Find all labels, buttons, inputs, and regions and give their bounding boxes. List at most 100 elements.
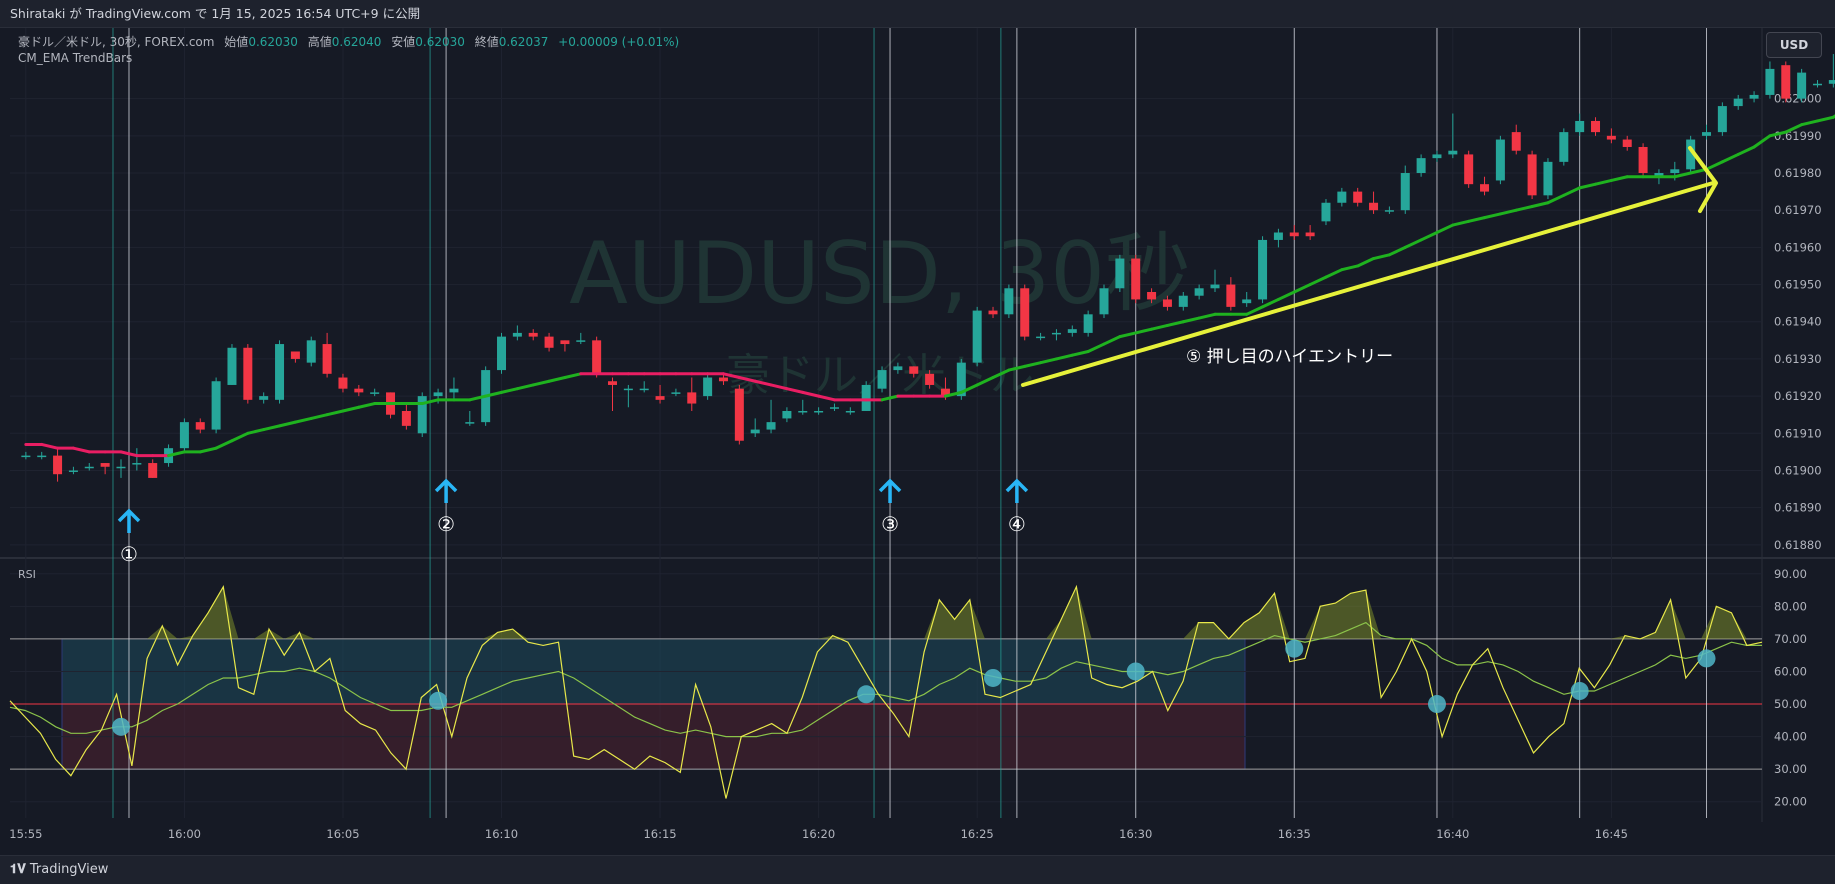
legend-low-value: 0.62030 [415, 35, 465, 49]
candle-body [401, 410, 411, 426]
ema-segment [1562, 186, 1582, 197]
candle-body [528, 332, 538, 337]
ema-segment [468, 394, 488, 402]
tradingview-logo[interactable]: 𝟏𝐕 TradingView [10, 862, 108, 877]
ema-segment [1007, 364, 1027, 372]
candle-body [560, 340, 570, 345]
event-number-label: ② [437, 512, 455, 536]
candle-body [1162, 299, 1172, 307]
ema-segment [1102, 335, 1122, 346]
candle-body [1273, 232, 1283, 240]
annotation-5-text: ⑤ 押し目のハイエントリー [1186, 347, 1394, 367]
legend-indicator-name[interactable]: CM_EMA TrendBars [18, 51, 133, 65]
ema-segment [1403, 238, 1423, 249]
ema-segment [1498, 208, 1518, 216]
rsi-cross-circle [857, 685, 876, 704]
candle-body [1099, 288, 1109, 315]
candle-body [1400, 173, 1410, 211]
ema-segment [563, 372, 583, 380]
rsi-ma-line [9, 621, 1762, 738]
price-tick-label: 0.61990 [1774, 129, 1822, 143]
ema-segment [325, 409, 345, 417]
candle-body [243, 347, 253, 400]
event-number-label: ④ [1008, 512, 1026, 536]
candle-body [1686, 139, 1696, 170]
ema-segment [1292, 283, 1312, 294]
candle-body [322, 344, 332, 374]
rsi-cross-circle [1126, 662, 1145, 681]
ema-segment [1514, 204, 1534, 212]
candle-body [21, 455, 31, 458]
rsi-cross-circle [429, 691, 448, 710]
price-tick-label: 0.61980 [1774, 166, 1822, 180]
rsi-cross-circle [1427, 695, 1446, 714]
candle-body [1622, 139, 1632, 147]
candle-body [338, 377, 348, 389]
rsi-tick-label: 20.00 [1774, 795, 1807, 809]
candle-body [1194, 288, 1204, 296]
ema-segment [1276, 290, 1296, 301]
price-tick-label: 0.61890 [1774, 501, 1822, 515]
ema-segment [214, 439, 234, 450]
candle-body [1384, 210, 1394, 212]
ema-segment [1039, 357, 1058, 365]
ema-segment [880, 394, 900, 402]
rsi-pane-title[interactable]: RSI [18, 568, 36, 581]
candle-body [734, 388, 744, 441]
candle-body [1654, 173, 1664, 177]
candle-body [195, 422, 205, 430]
ema-segment [753, 379, 773, 387]
candle-body [1353, 191, 1363, 203]
ema-segment [357, 402, 377, 409]
ema-segment [420, 398, 440, 406]
ema-segment [1609, 175, 1629, 182]
published-text: Shirataki が TradingView.com で 1月 15, 202… [10, 6, 421, 21]
candle-body [1242, 299, 1252, 304]
rsi-tick-label: 70.00 [1774, 632, 1807, 646]
candle-body [1337, 191, 1347, 203]
candle-body [449, 388, 459, 393]
time-tick-label: 16:35 [1278, 827, 1311, 841]
ema-segment [975, 376, 995, 387]
candle-body [148, 463, 158, 478]
time-tick-label: 16:45 [1595, 827, 1628, 841]
ema-segment [1673, 171, 1693, 179]
candle-body [354, 388, 364, 393]
tradingview-logo-text: TradingView [29, 862, 109, 877]
legend-high-label: 高値 [307, 35, 332, 49]
candle-body [782, 410, 792, 419]
chart-canvas[interactable]: 0.620000.619900.619800.619700.619600.619… [0, 28, 1835, 855]
rsi-tick-label: 30.00 [1774, 762, 1807, 776]
ema-segment [1197, 312, 1217, 320]
candle-body [1495, 139, 1505, 181]
candle-body [1828, 80, 1835, 84]
candle-body [1749, 94, 1759, 99]
candle-body [1480, 184, 1490, 192]
ema-segment [230, 431, 250, 443]
candle-body [1131, 258, 1141, 300]
candle-body [718, 377, 728, 382]
ema-segment [1768, 130, 1788, 138]
candle-body [829, 407, 839, 409]
ema-segment [801, 390, 821, 398]
candle-body [592, 340, 602, 374]
rsi-tick-label: 80.00 [1774, 599, 1807, 613]
candle-body [750, 429, 760, 434]
top-bar: Shirataki が TradingView.com で 1月 15, 202… [0, 0, 1835, 28]
rsi-overbought-fill [10, 586, 1762, 639]
signal-arrow-icon [878, 478, 902, 503]
ema-segment [1419, 231, 1439, 242]
ema-segment [547, 376, 567, 383]
time-tick-label: 16:05 [326, 827, 359, 841]
rsi-cross-circle [1697, 649, 1716, 668]
candle-body [1591, 120, 1601, 133]
ema-segment [1023, 361, 1043, 368]
candle-body [1781, 65, 1791, 99]
candle-body [814, 410, 824, 413]
currency-button[interactable]: USD [1766, 32, 1822, 58]
candle-body [1178, 295, 1188, 307]
legend-high-value: 0.62040 [331, 35, 382, 49]
legend-symbol: 豪ドル／米ドル, 30秒, FOREX.com [18, 35, 215, 49]
ema-segment [1261, 297, 1280, 309]
candle-body [623, 388, 633, 391]
